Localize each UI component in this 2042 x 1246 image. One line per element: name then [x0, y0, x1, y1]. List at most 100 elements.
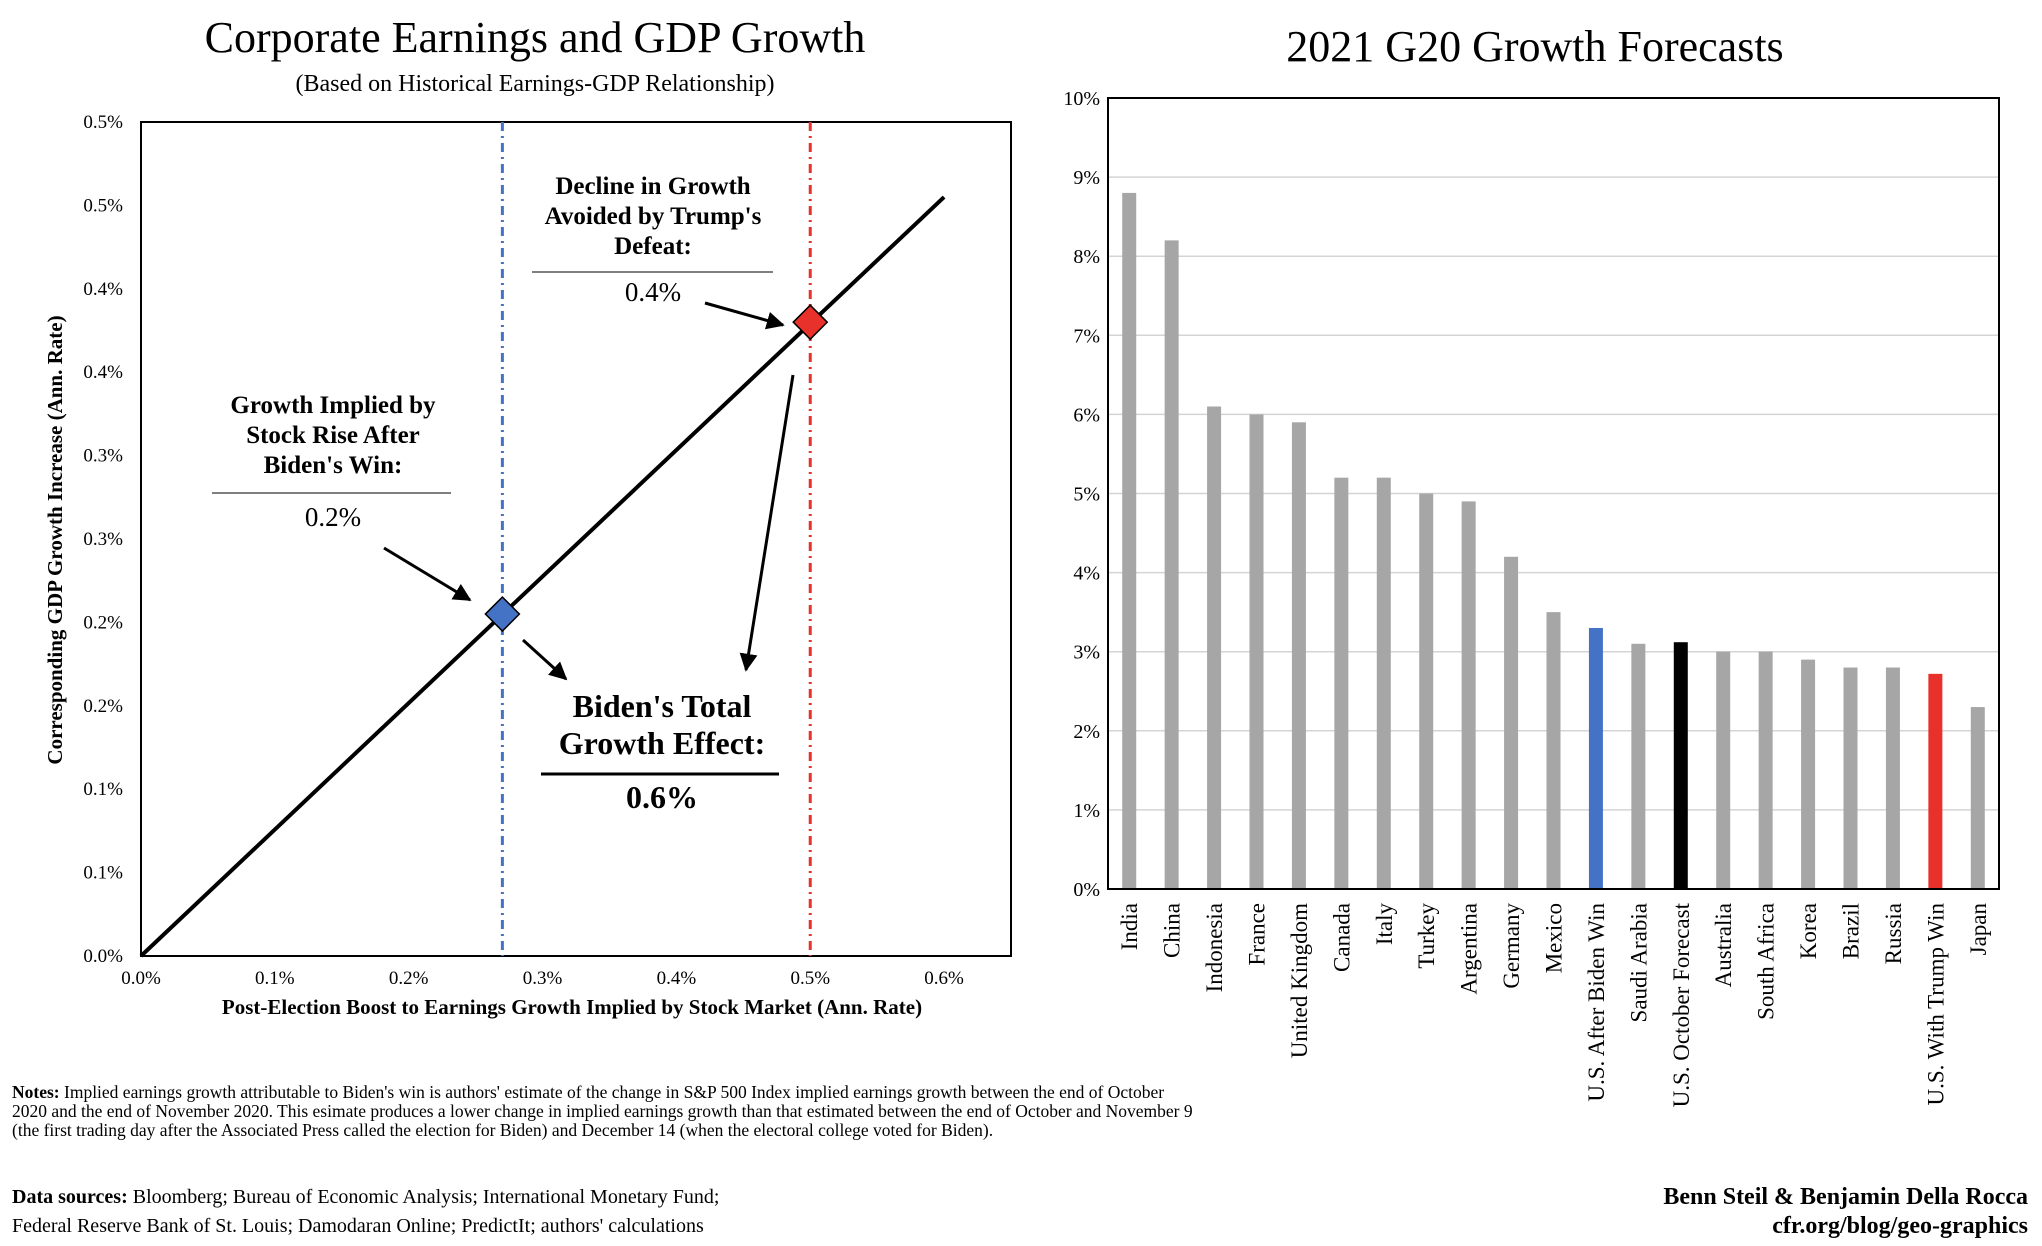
category-label: Italy — [1372, 903, 1397, 946]
bar — [1207, 406, 1222, 889]
bar — [1419, 493, 1434, 889]
arrow-trump-to-total — [739, 374, 795, 672]
arrow-biden-to-total — [521, 638, 568, 681]
category-label: Indonesia — [1202, 903, 1227, 992]
left-chart-subtitle: (Based on Historical Earnings-GDP Relati… — [295, 71, 774, 97]
sources-line-1: Bloomberg; Bureau of Economic Analysis; … — [132, 1186, 720, 1208]
left-axis-ticks: 0.0% 0.1% 0.2% 0.3% 0.4% 0.5% 0.6% 0.0% 0.1% 0.1%… — [83, 112, 964, 989]
total-effect-line-2: Growth Effect: — [559, 725, 765, 761]
left-x-tick-label: 0.2% — [389, 968, 429, 989]
category-label: Canada — [1329, 903, 1354, 972]
series-line — [139, 195, 946, 958]
annotation-growth-implied: Growth Implied by Stock Rise After Biden… — [212, 392, 451, 532]
left-y-tick-label: 0.1% — [83, 863, 123, 884]
bar — [1801, 659, 1816, 889]
bar — [1928, 673, 1943, 889]
right-y-tick-label: 7% — [1073, 325, 1100, 347]
right-y-tick-label: 1% — [1073, 800, 1100, 822]
left-x-axis-label: Post-Election Boost to Earnings Growth I… — [222, 995, 922, 1019]
category-label: Turkey — [1414, 903, 1439, 969]
category-label: Korea — [1796, 903, 1821, 959]
right-y-tick-label: 3% — [1073, 642, 1100, 664]
left-y-tick-label: 0.4% — [83, 362, 123, 383]
bar — [1546, 612, 1561, 889]
bar — [1970, 707, 1985, 889]
right-y-tick-label: 6% — [1073, 404, 1100, 426]
left-y-tick-label: 0.3% — [83, 446, 123, 467]
left-plot-area — [139, 121, 1012, 958]
growth-implied-line-1: Growth Implied by — [230, 392, 436, 419]
category-label: Russia — [1881, 903, 1906, 964]
bar — [1461, 501, 1476, 889]
bar — [1588, 627, 1603, 889]
bar — [1885, 667, 1900, 889]
right-y-tick-label: 10% — [1063, 88, 1100, 110]
growth-implied-value: 0.2% — [305, 502, 361, 532]
growth-implied-line-3: Biden's Win: — [264, 452, 403, 479]
left-x-tick-label: 0.0% — [121, 968, 161, 989]
arrow-to-trump-marker — [704, 301, 785, 330]
category-label: U.S. After Biden Win — [1584, 903, 1609, 1102]
credit: Benn Steil & Benjamin Della Rocca cfr.or… — [1663, 1183, 2028, 1241]
category-label: China — [1160, 903, 1185, 958]
category-label: India — [1117, 903, 1142, 950]
right-y-tick-label: 0% — [1073, 879, 1100, 901]
notes: Notes: Implied earnings growth attributa… — [12, 1083, 1197, 1140]
bar — [1673, 642, 1688, 889]
left-x-tick-label: 0.1% — [255, 968, 295, 989]
bar — [1249, 414, 1264, 889]
left-x-tick-label: 0.6% — [924, 968, 964, 989]
category-label: South Africa — [1754, 903, 1779, 1020]
decline-avoided-line-3: Defeat: — [614, 233, 692, 260]
category-label: Germany — [1499, 903, 1524, 989]
annotation-total-effect: Biden's Total Growth Effect: 0.6% — [541, 688, 779, 815]
left-y-tick-label: 0.0% — [83, 946, 123, 967]
left-chart-title: Corporate Earnings and GDP Growth — [205, 13, 866, 62]
growth-implied-line-2: Stock Rise After — [246, 422, 420, 449]
marker-trump — [792, 304, 829, 341]
left-plot-frame — [140, 121, 1012, 957]
left-x-tick-label: 0.3% — [523, 968, 563, 989]
category-label: Japan — [1966, 903, 1991, 956]
sources-label: Data sources: — [12, 1186, 128, 1208]
credit-authors: Benn Steil & Benjamin Della Rocca — [1663, 1184, 2028, 1210]
right-y-tick-label: 9% — [1073, 167, 1100, 189]
category-label: U.S. With Trump Win — [1923, 903, 1948, 1106]
category-label: Saudi Arabia — [1626, 903, 1651, 1022]
left-y-tick-label: 0.2% — [83, 612, 123, 633]
data-sources: Data sources: Bloomberg; Bureau of Econo… — [12, 1183, 912, 1241]
left-y-tick-label: 0.1% — [83, 779, 123, 800]
credit-url: cfr.org/blog/geo-graphics — [1772, 1213, 2028, 1239]
category-label: Australia — [1711, 903, 1736, 987]
decline-avoided-line-1: Decline in Growth — [555, 173, 750, 200]
total-effect-value: 0.6% — [626, 779, 698, 815]
right-y-tick-label: 4% — [1073, 563, 1100, 585]
right-y-tick-label: 5% — [1073, 484, 1100, 506]
right-y-tick-label: 8% — [1073, 246, 1100, 268]
arrow-to-biden-marker — [383, 546, 472, 602]
bar — [1122, 192, 1137, 890]
category-label: United Kingdom — [1287, 903, 1312, 1058]
category-label: France — [1245, 903, 1270, 966]
decline-avoided-line-2: Avoided by Trump's — [545, 203, 762, 230]
right-category-labels: India China Indonesia France United Kingdom C… — [1117, 902, 1991, 1107]
marker-biden — [484, 595, 521, 633]
right-y-tick-label: 2% — [1073, 721, 1100, 743]
category-label: Argentina — [1457, 903, 1482, 995]
category-label: Brazil — [1839, 903, 1864, 959]
right-chart-title: 2021 G20 Growth Forecasts — [1286, 22, 1783, 71]
right-plot-frame — [1107, 97, 2000, 890]
right-bars — [1122, 192, 1985, 890]
bar — [1716, 651, 1731, 889]
left-y-tick-label: 0.2% — [83, 696, 123, 717]
notes-text: Implied earnings growth attributable to … — [12, 1082, 1193, 1140]
bar — [1334, 477, 1349, 889]
bar — [1164, 240, 1179, 889]
left-y-axis-label: Corresponding GDP Growth Increase (Ann. … — [43, 315, 67, 764]
bar — [1843, 667, 1858, 889]
right-axis-ticks: 0% 1% 2% 3% 4% 5% 6% 7% 8% 9% 10% — [1063, 88, 1100, 901]
left-y-tick-label: 0.3% — [83, 529, 123, 550]
bar — [1758, 651, 1773, 889]
decline-avoided-value: 0.4% — [625, 277, 681, 307]
